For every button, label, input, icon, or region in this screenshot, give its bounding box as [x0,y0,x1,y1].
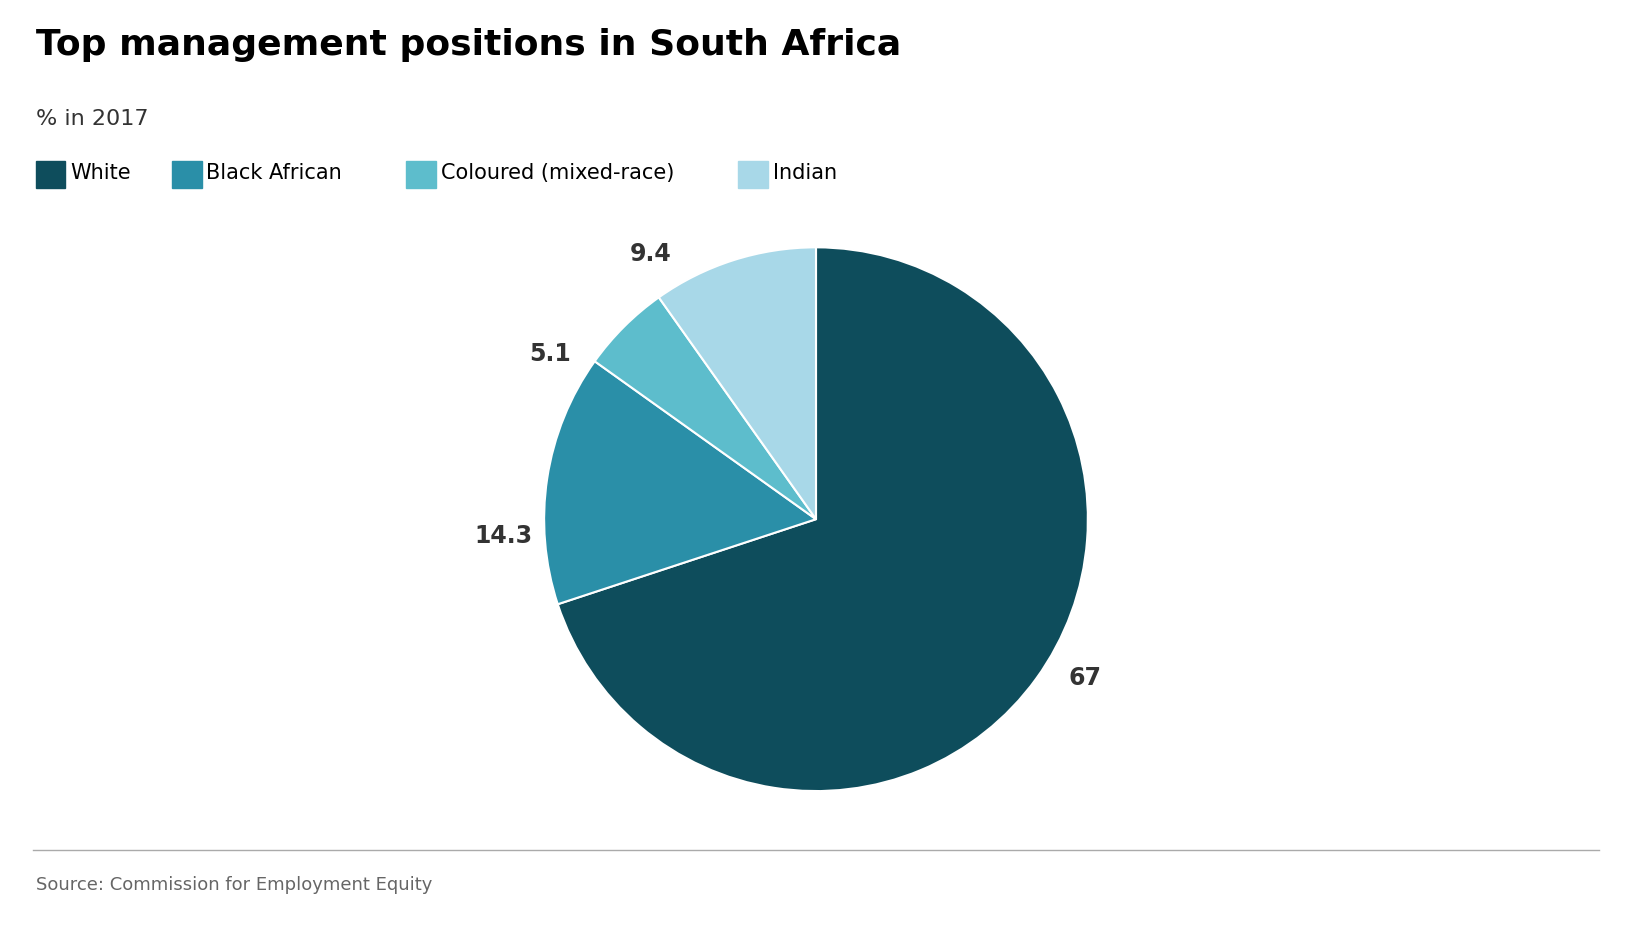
Text: 5.1: 5.1 [529,342,571,366]
Wedge shape [543,362,816,604]
Text: % in 2017: % in 2017 [36,109,149,128]
Text: Indian: Indian [774,163,837,183]
Text: BBC: BBC [1560,893,1599,911]
Wedge shape [659,247,816,519]
Text: Black African: Black African [206,163,343,183]
Text: Coloured (mixed-race): Coloured (mixed-race) [441,163,674,183]
Wedge shape [594,297,816,519]
Text: 67: 67 [1069,666,1102,690]
Text: White: White [70,163,131,183]
Text: 14.3: 14.3 [475,524,534,548]
Text: Top management positions in South Africa: Top management positions in South Africa [36,28,901,62]
Text: 9.4: 9.4 [630,243,671,266]
Text: Source: Commission for Employment Equity: Source: Commission for Employment Equity [36,876,432,894]
Wedge shape [558,247,1089,791]
